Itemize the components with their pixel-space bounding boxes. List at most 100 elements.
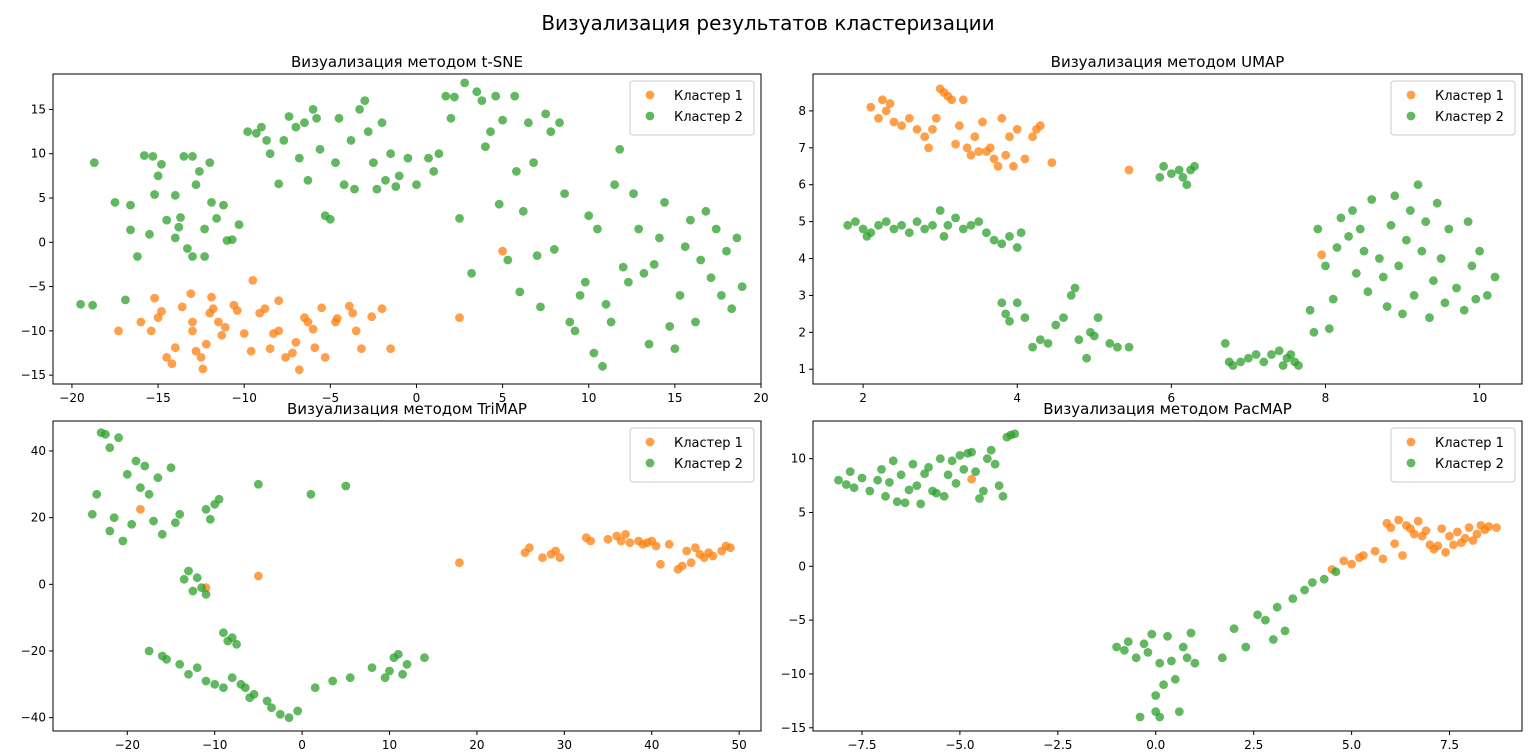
data-point xyxy=(549,245,559,254)
data-point xyxy=(246,346,256,356)
data-point xyxy=(205,158,215,168)
data-point xyxy=(1278,361,1288,370)
data-point xyxy=(1105,339,1115,348)
data-point xyxy=(532,251,542,260)
data-point xyxy=(1174,165,1184,175)
axes-frame-umap xyxy=(812,73,1523,385)
data-point xyxy=(928,220,937,230)
data-point xyxy=(615,144,625,154)
data-point xyxy=(1159,161,1168,171)
data-point xyxy=(288,348,297,358)
x-tick-label: −15 xyxy=(145,391,170,405)
data-point xyxy=(1464,523,1474,532)
panel-title-tsne: Визуализация методом t-SNE xyxy=(291,53,523,71)
data-point xyxy=(1093,313,1103,322)
data-point xyxy=(341,481,351,491)
data-point xyxy=(560,189,569,199)
data-point xyxy=(618,262,628,272)
data-point xyxy=(677,561,687,571)
data-point xyxy=(1409,291,1419,300)
data-point xyxy=(257,122,266,132)
data-point xyxy=(616,536,626,546)
data-point xyxy=(275,709,285,719)
data-point xyxy=(575,291,585,300)
panel-trimap: Визуализация методом TriMAP −20 −10 0 10 20 30… xyxy=(21,400,762,752)
data-point xyxy=(1467,261,1477,271)
x-tick-label: 10 xyxy=(581,391,596,405)
data-point xyxy=(994,481,1004,490)
data-point xyxy=(494,199,504,209)
data-point xyxy=(208,304,218,314)
legend-umap: Кластер 1 Кластер 2 xyxy=(1390,80,1516,136)
data-point xyxy=(997,298,1007,308)
data-point xyxy=(897,220,906,230)
y-tick-label: −40 xyxy=(21,711,46,725)
legend-label: Кластер 2 xyxy=(674,110,743,125)
data-point xyxy=(1089,331,1099,341)
data-point xyxy=(865,486,875,496)
data-point xyxy=(989,154,999,164)
data-point xyxy=(888,456,898,466)
data-point xyxy=(351,326,361,336)
data-point xyxy=(982,228,991,238)
data-point xyxy=(472,87,482,97)
data-point xyxy=(1012,298,1022,308)
data-point xyxy=(841,480,851,489)
x-tick-label: −2.5 xyxy=(1043,738,1072,752)
data-point xyxy=(606,317,616,327)
data-point xyxy=(555,553,565,563)
data-point xyxy=(529,158,538,168)
data-point xyxy=(144,646,154,656)
data-point xyxy=(939,491,949,501)
data-point xyxy=(834,475,843,485)
data-point xyxy=(109,513,119,523)
series-pacmap-1 xyxy=(967,474,1501,574)
legend-box xyxy=(1390,80,1516,136)
data-point xyxy=(586,536,595,546)
x-tick-label: 10 xyxy=(382,738,397,752)
data-point xyxy=(455,558,464,568)
data-point xyxy=(1421,526,1431,536)
data-point xyxy=(1425,313,1434,322)
x-tick-label: 2.5 xyxy=(1244,738,1263,752)
y-tick-label: 5 xyxy=(38,191,46,205)
data-point xyxy=(1005,132,1014,142)
data-point xyxy=(546,127,556,136)
data-point xyxy=(873,475,882,485)
y-tick-label: 5 xyxy=(798,505,806,519)
data-point xyxy=(114,326,123,336)
data-point xyxy=(1490,272,1500,282)
x-tick-label: −20 xyxy=(59,391,84,405)
legend-box xyxy=(1390,427,1516,483)
data-point xyxy=(912,481,922,490)
data-point xyxy=(975,494,984,503)
data-point xyxy=(1251,350,1261,359)
legend-marker xyxy=(1406,111,1416,121)
data-point xyxy=(363,127,373,136)
data-point xyxy=(274,326,284,336)
data-point xyxy=(153,473,163,483)
data-point xyxy=(1047,158,1057,168)
data-point xyxy=(207,292,216,302)
data-point xyxy=(1453,527,1462,537)
data-point xyxy=(1043,339,1053,348)
x-tick-label: 5.0 xyxy=(1342,738,1361,752)
data-point xyxy=(593,224,602,234)
data-point xyxy=(1001,150,1011,160)
data-point xyxy=(1475,246,1484,256)
data-point xyxy=(251,128,261,138)
data-point xyxy=(1112,642,1121,652)
data-point xyxy=(1151,691,1161,700)
data-point xyxy=(380,673,390,683)
data-point xyxy=(455,313,464,322)
data-point xyxy=(959,465,969,474)
data-point xyxy=(970,132,980,142)
data-point xyxy=(274,179,284,189)
data-point xyxy=(877,465,886,474)
data-point xyxy=(955,451,965,460)
legend-marker xyxy=(645,458,655,468)
data-point xyxy=(649,260,659,269)
data-point xyxy=(398,669,407,679)
data-point xyxy=(1186,628,1196,638)
data-point xyxy=(1444,224,1454,234)
